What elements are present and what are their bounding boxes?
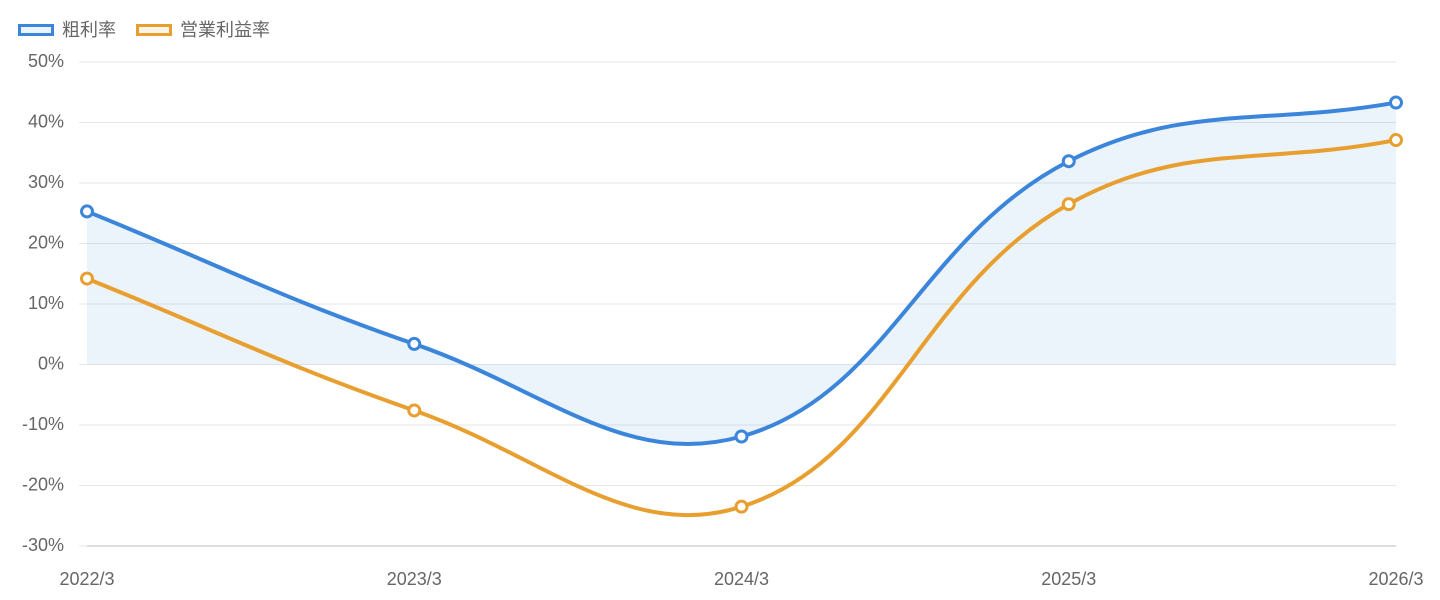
y-tick-label: 0% (38, 353, 64, 373)
x-tick-label: 2026/3 (1368, 569, 1423, 589)
data-point (1061, 154, 1076, 169)
x-tick-label: 2024/3 (714, 569, 769, 589)
y-tick-label: 50% (28, 51, 64, 71)
legend-label: 営業利益率 (180, 20, 270, 40)
legend-item: 営業利益率 (136, 20, 270, 40)
legend-item: 粗利率 (18, 20, 116, 40)
y-tick-label: 40% (28, 111, 64, 131)
legend-swatch (136, 24, 172, 36)
data-point (734, 429, 749, 444)
legend-swatch (18, 24, 54, 36)
data-point (1061, 197, 1076, 212)
series-line (86, 138, 1397, 518)
y-tick-label: 30% (28, 172, 64, 192)
data-point (734, 499, 749, 514)
x-tick-label: 2023/3 (387, 569, 442, 589)
y-tick-label: 20% (28, 232, 64, 252)
y-tick-label: -30% (22, 535, 64, 555)
data-point (1389, 133, 1403, 148)
y-tick-label: -10% (22, 414, 64, 434)
y-tick-label: -20% (22, 474, 64, 494)
y-tick-label: 10% (28, 293, 64, 313)
data-point (80, 204, 94, 219)
x-tick-label: 2025/3 (1041, 569, 1096, 589)
area-fill (87, 102, 1396, 444)
legend-label: 粗利率 (62, 20, 116, 40)
data-point (407, 336, 422, 351)
data-point (1389, 95, 1403, 110)
x-tick-label: 2022/3 (59, 569, 114, 589)
data-point (80, 271, 94, 286)
data-point (407, 403, 422, 418)
